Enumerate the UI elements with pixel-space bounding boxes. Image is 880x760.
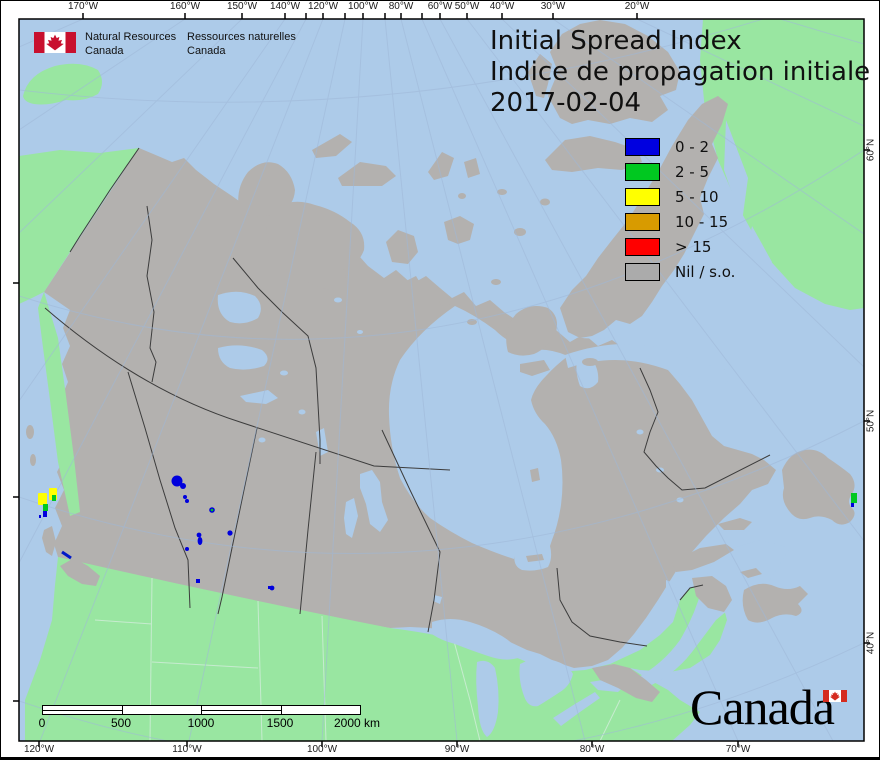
legend-label: 5 - 10 bbox=[675, 187, 719, 206]
legend-row: 10 - 15 bbox=[625, 209, 735, 234]
lat-label: 50°N bbox=[865, 409, 877, 433]
lac-st-jean bbox=[666, 580, 676, 608]
obs-vancouver-island bbox=[61, 550, 72, 560]
legend-row: 2 - 5 bbox=[625, 159, 735, 184]
scale-segment bbox=[282, 706, 361, 714]
scale-label: 0 bbox=[38, 716, 46, 730]
lon-label: 60°W bbox=[427, 1, 453, 12]
lon-label: 100°W bbox=[347, 1, 379, 12]
lat-label: 40°N bbox=[865, 631, 877, 655]
legend-swatch-gt15 bbox=[625, 237, 660, 256]
canada-flag-icon bbox=[34, 32, 76, 53]
canada-wordmark: Canada bbox=[690, 682, 847, 732]
legend: 0 - 2 2 - 5 5 - 10 10 - 15 > 15 Nil / s.… bbox=[625, 134, 735, 284]
legend-swatch-5-10 bbox=[625, 187, 660, 206]
lon-label: 90°W bbox=[444, 744, 470, 755]
obs-bc-coast bbox=[38, 488, 57, 518]
scale-segment bbox=[43, 706, 123, 714]
map-frame bbox=[18, 18, 865, 742]
scale-label: 2000 km bbox=[334, 716, 381, 730]
lon-label: 80°W bbox=[579, 744, 605, 755]
obs-alberta bbox=[171, 475, 215, 583]
hudson-strait bbox=[565, 344, 728, 384]
obs-newfoundland bbox=[851, 493, 857, 507]
legend-row: > 15 bbox=[625, 234, 735, 259]
lon-label: 110°W bbox=[172, 744, 202, 755]
legend-row: Nil / s.o. bbox=[625, 259, 735, 284]
nrcan-text-fr: Ressources naturelles Canada bbox=[187, 31, 296, 57]
atlantic-and-pacific-islands bbox=[26, 425, 855, 702]
legend-swatch-10-15 bbox=[625, 212, 660, 231]
lon-label: 20°W bbox=[624, 1, 650, 12]
greenland-fjord bbox=[724, 120, 748, 222]
lon-label: 30°W bbox=[540, 1, 566, 12]
lon-label: 70°W bbox=[725, 744, 751, 755]
lon-label: 80°W bbox=[388, 1, 414, 12]
lon-label: 160°W bbox=[169, 1, 201, 12]
legend-swatch-2-5 bbox=[625, 162, 660, 181]
wordmark-text: Canada bbox=[690, 679, 835, 735]
title-fr: Indice de propagation initiale bbox=[490, 57, 871, 87]
title-date: 2017-02-04 bbox=[490, 88, 642, 118]
scale-label: 1000 bbox=[187, 716, 215, 730]
legend-label: 0 - 2 bbox=[675, 137, 710, 156]
lon-label: 150°W bbox=[226, 1, 258, 12]
lon-label: 100°W bbox=[306, 744, 338, 755]
legend-swatch-nil bbox=[625, 262, 660, 281]
legend-label: 10 - 15 bbox=[675, 212, 729, 231]
lon-label: 40°W bbox=[489, 1, 515, 12]
great-lakes bbox=[432, 619, 627, 737]
legend-label: Nil / s.o. bbox=[675, 262, 736, 281]
scale-bar-labels: 0 500 1000 1500 2000 km bbox=[38, 716, 442, 730]
title-en: Initial Spread Index bbox=[490, 26, 742, 56]
lakes bbox=[217, 291, 684, 604]
lon-label: 140°W bbox=[269, 1, 301, 12]
scale-segment bbox=[202, 706, 282, 714]
provincial-borders bbox=[44, 147, 771, 647]
graticule bbox=[19, 19, 864, 741]
usa-land bbox=[25, 557, 560, 741]
legend-label: > 15 bbox=[675, 237, 712, 256]
alaska-panhandle bbox=[38, 292, 80, 516]
lon-label: 120°W bbox=[307, 1, 339, 12]
lon-label: 170°W bbox=[67, 1, 99, 12]
obs-saskatchewan bbox=[227, 530, 275, 591]
greenland-land bbox=[700, 19, 864, 310]
axis-ticks bbox=[13, 13, 870, 747]
nrcan-text-en: Natural Resources Canada bbox=[85, 31, 177, 57]
observation-dots bbox=[38, 475, 857, 591]
alaska-land bbox=[19, 148, 139, 304]
legend-row: 0 - 2 bbox=[625, 134, 735, 159]
lat-label: 60°N bbox=[865, 138, 877, 162]
scale-label: 1500 bbox=[266, 716, 294, 730]
lon-label: 120°W bbox=[23, 744, 55, 755]
map-title: Initial Spread Index Indice de propagati… bbox=[490, 26, 870, 119]
legend-swatch-0-2 bbox=[625, 137, 660, 156]
legend-row: 5 - 10 bbox=[625, 184, 735, 209]
russia-land bbox=[23, 63, 102, 105]
greenland-fjord2 bbox=[748, 226, 772, 278]
scale-label: 500 bbox=[110, 716, 132, 730]
wordmark-flag-icon bbox=[823, 690, 847, 702]
legend-label: 2 - 5 bbox=[675, 162, 710, 181]
scale-bar bbox=[42, 705, 361, 715]
lon-label: 50°W bbox=[454, 1, 480, 12]
scale-segment bbox=[123, 706, 202, 714]
nrcan-signature: Natural Resources Canada Ressources natu… bbox=[33, 30, 307, 58]
